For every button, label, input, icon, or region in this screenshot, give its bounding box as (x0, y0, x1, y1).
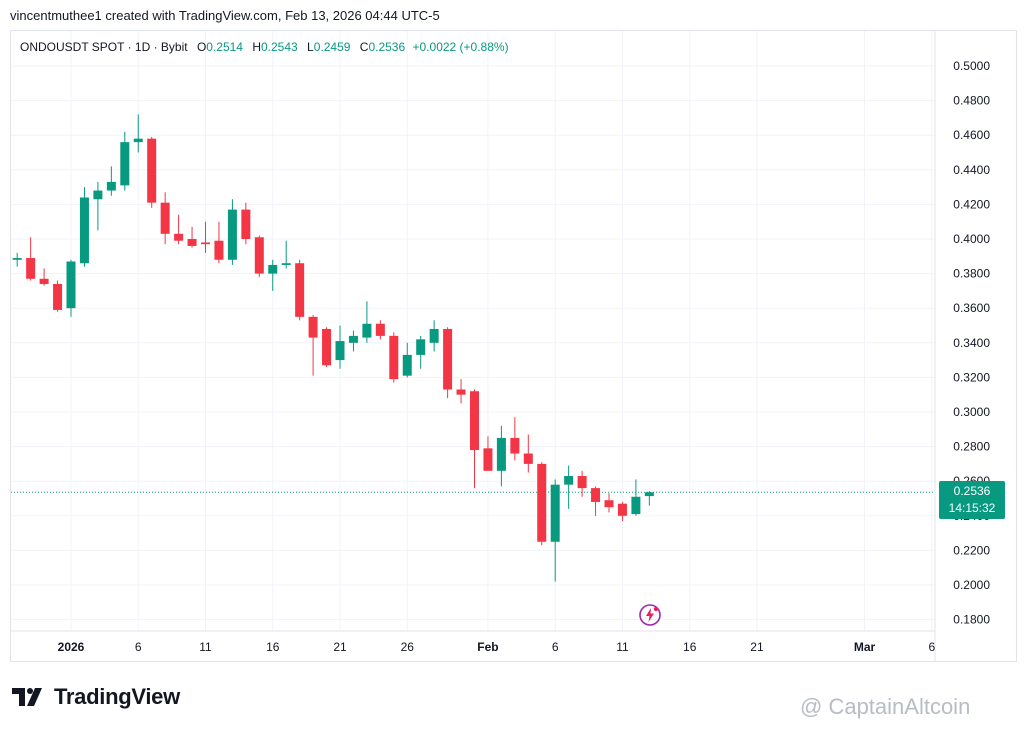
x-tick-label: 2026 (58, 640, 85, 654)
high-label: H (252, 40, 261, 54)
x-tick-label: 11 (616, 640, 629, 654)
candle-body (295, 263, 305, 317)
y-tick-label: 0.3400 (953, 336, 990, 350)
candle-body (496, 437, 506, 471)
candle-body (577, 476, 587, 489)
candle-body (470, 391, 479, 451)
open-label: O (196, 40, 207, 54)
low-label: L (307, 40, 314, 54)
y-tick-label: 0.4800 (953, 94, 990, 108)
change-value: +0.0022 (+0.88%) (412, 40, 509, 54)
candle-body (227, 209, 237, 260)
x-tick-label: 21 (333, 640, 347, 654)
candle-body (53, 283, 63, 310)
x-tick-label: 6 (135, 640, 142, 654)
candle-body (510, 437, 520, 454)
y-tick-label: 0.3800 (953, 267, 990, 281)
x-tick-label: 16 (266, 640, 280, 654)
symbol-info: ONDOUSDT SPOT · 1D · Bybit (20, 40, 188, 54)
close-label: C (359, 40, 369, 54)
watermark: @ CaptainAltcoin (800, 694, 971, 719)
x-tick-label: 16 (683, 640, 697, 654)
candle-body (456, 389, 466, 395)
candle-body (281, 263, 291, 265)
y-tick-label: 0.3200 (953, 370, 990, 384)
candle-body (39, 278, 49, 284)
candle-body (160, 202, 170, 234)
high-value: 0.2543 (261, 40, 298, 54)
y-tick-label: 0.4400 (953, 163, 990, 177)
candle-body (617, 503, 627, 516)
candle-body (308, 316, 318, 338)
candle-body (147, 138, 157, 203)
low-value: 0.2459 (313, 40, 351, 54)
candle-body (106, 181, 116, 191)
candle-body (214, 240, 224, 260)
candle-body (79, 197, 89, 264)
candle-body (483, 448, 493, 471)
candle-body (66, 261, 76, 309)
candle-body (335, 341, 345, 361)
candle-body (523, 453, 533, 464)
ohlc-legend: ONDOUSDT SPOT · 1D · Bybit O0.2514 H0.25… (20, 40, 509, 54)
candle-body (564, 476, 574, 485)
candle-body (375, 323, 385, 336)
candle-body (362, 323, 372, 338)
y-tick-label: 0.5000 (953, 59, 990, 73)
candle-body (537, 463, 547, 542)
tradingview-logo: TradingView (12, 684, 180, 710)
x-tick-label: 6 (928, 640, 935, 654)
x-tick-label: 26 (401, 640, 415, 654)
chart-frame[interactable] (10, 30, 1017, 662)
tradingview-logo-text: TradingView (54, 684, 180, 709)
x-tick-label: Feb (477, 640, 498, 654)
y-tick-label: 0.2800 (953, 440, 990, 454)
candle-body (268, 264, 278, 274)
candle-body (120, 142, 130, 186)
chart-credit: vincentmuthee1 created with TradingView.… (10, 8, 440, 23)
last-price-value: 0.2536 (953, 484, 991, 498)
y-tick-label: 0.4000 (953, 232, 990, 246)
candle-body (416, 339, 426, 355)
candle-body (322, 328, 332, 366)
lightning-bolt-icon[interactable] (638, 603, 662, 627)
candle-body (12, 258, 22, 260)
bar-countdown: 14:15:32 (948, 501, 996, 515)
candle-body (631, 496, 641, 515)
candle-body (241, 209, 251, 239)
candle-body (348, 335, 358, 343)
candle-body (550, 484, 560, 542)
last-price-tag: 0.2536 14:15:32 (939, 481, 1005, 519)
candle-body (93, 190, 103, 200)
candle-body (254, 237, 264, 274)
candle-body (644, 492, 654, 497)
close-value: 0.2536 (368, 40, 406, 54)
open-value: 0.2514 (206, 40, 243, 54)
candle-body (443, 328, 453, 390)
candle-body (402, 354, 412, 376)
candle-body (389, 335, 399, 380)
x-tick-label: 11 (199, 640, 212, 654)
candle-body (187, 239, 197, 246)
y-tick-label: 0.3600 (953, 301, 990, 315)
y-tick-label: 0.2200 (953, 543, 990, 557)
candle-body (133, 138, 143, 143)
candle-body (591, 488, 601, 502)
y-tick-label: 0.2000 (953, 578, 990, 592)
x-tick-label: 21 (750, 640, 764, 654)
candle-body (429, 328, 439, 343)
y-tick-label: 0.3000 (953, 405, 990, 419)
candle-body (26, 258, 36, 279)
y-tick-label: 0.4600 (953, 128, 990, 142)
y-tick-label: 0.1800 (953, 613, 990, 627)
x-tick-label: Mar (854, 640, 876, 654)
candle-body (604, 500, 614, 508)
y-tick-label: 0.4200 (953, 197, 990, 211)
candle-body (201, 242, 210, 245)
candle-body (174, 233, 184, 241)
x-tick-label: 6 (552, 640, 559, 654)
tradingview-logo-icon (12, 688, 42, 706)
